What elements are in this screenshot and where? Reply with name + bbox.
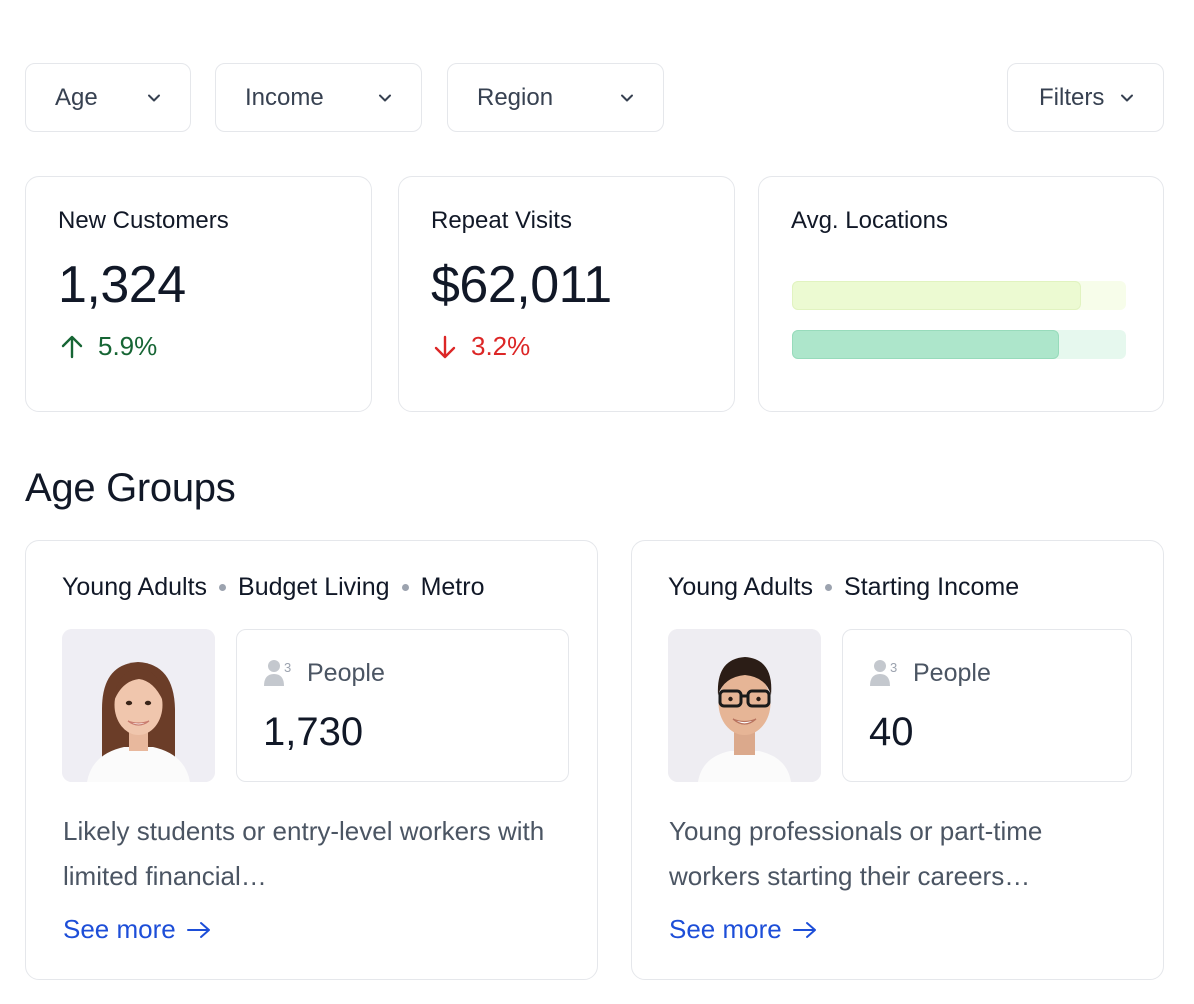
stat-delta-value: 3.2%	[471, 331, 531, 361]
stat-value: $62,011	[431, 256, 612, 314]
tag-separator	[825, 584, 833, 591]
region-dropdown-label: Region	[477, 83, 554, 111]
chevron-down-icon	[379, 94, 391, 101]
stat-title: Avg. Locations	[791, 207, 948, 234]
region-dropdown[interactable]: Region	[447, 63, 664, 132]
chevron-down-icon	[621, 94, 633, 101]
section-title: Age Groups	[25, 466, 236, 510]
arrow-down-icon	[434, 335, 456, 358]
people-count: 1,730	[263, 710, 364, 754]
progress-bar-track	[792, 281, 1126, 310]
group-tag: Young Adults	[62, 573, 208, 601]
age-group-card: Young Adults Starting Income 3 People	[631, 540, 1164, 980]
tag-separator	[219, 584, 227, 591]
male-avatar	[668, 629, 821, 782]
see-more-link[interactable]: See more	[669, 914, 818, 945]
people-stat-box: 3 People 1,730	[236, 629, 569, 782]
group-description: Young professionals or part-time workers…	[669, 816, 1043, 891]
see-more-label: See more	[669, 914, 782, 944]
stat-delta: 3.2%	[431, 331, 702, 362]
progress-bar-track	[792, 330, 1126, 359]
group-tag: Budget Living	[238, 573, 390, 601]
age-dropdown[interactable]: Age	[25, 63, 191, 132]
people-label: People	[913, 658, 991, 687]
stat-delta-value: 5.9%	[98, 331, 158, 361]
stat-value: 1,324	[58, 256, 186, 314]
people-header: 3 People	[869, 658, 1105, 688]
stat-title: Repeat Visits	[431, 207, 572, 234]
svg-text:3: 3	[284, 660, 291, 675]
svg-text:3: 3	[890, 660, 897, 675]
group-description: Likely students or entry-level workers w…	[63, 816, 545, 891]
group-tag: Starting Income	[844, 573, 1020, 601]
chevron-down-icon	[148, 94, 160, 101]
people-count: 40	[869, 710, 914, 754]
chevron-down-icon	[1121, 94, 1133, 101]
new-customers-card: New Customers 1,324 5.9%	[25, 176, 372, 412]
group-tag: Young Adults	[668, 573, 814, 601]
progress-bar-fill	[792, 281, 1081, 310]
see-more-label: See more	[63, 914, 176, 944]
repeat-visits-card: Repeat Visits $62,011 3.2%	[398, 176, 735, 412]
arrow-right-icon	[792, 921, 816, 938]
people-header: 3 People	[263, 658, 542, 688]
filters-dropdown[interactable]: Filters	[1007, 63, 1164, 132]
female-avatar	[62, 629, 215, 782]
arrow-up-icon	[61, 335, 83, 358]
people-icon: 3	[264, 660, 291, 686]
group-tags: Young Adults Starting Income	[668, 573, 1019, 602]
people-stat-box: 3 People 40	[842, 629, 1132, 782]
group-tags: Young Adults Budget Living Metro	[62, 573, 484, 602]
people-label: People	[307, 658, 385, 687]
age-dropdown-label: Age	[55, 83, 98, 111]
see-more-link[interactable]: See more	[63, 914, 212, 945]
avg-locations-card: Avg. Locations	[758, 176, 1164, 412]
progress-bar-fill	[792, 330, 1060, 359]
stat-delta: 5.9%	[58, 331, 339, 362]
filters-dropdown-label: Filters	[1039, 83, 1105, 111]
tag-separator	[401, 584, 409, 591]
income-dropdown-label: Income	[245, 83, 324, 111]
age-group-card: Young Adults Budget Living Metro 3 Peopl…	[25, 540, 598, 980]
people-icon: 3	[870, 660, 897, 686]
stat-title: New Customers	[58, 207, 229, 234]
arrow-right-icon	[186, 921, 210, 938]
group-tag: Metro	[420, 573, 485, 601]
income-dropdown[interactable]: Income	[215, 63, 422, 132]
